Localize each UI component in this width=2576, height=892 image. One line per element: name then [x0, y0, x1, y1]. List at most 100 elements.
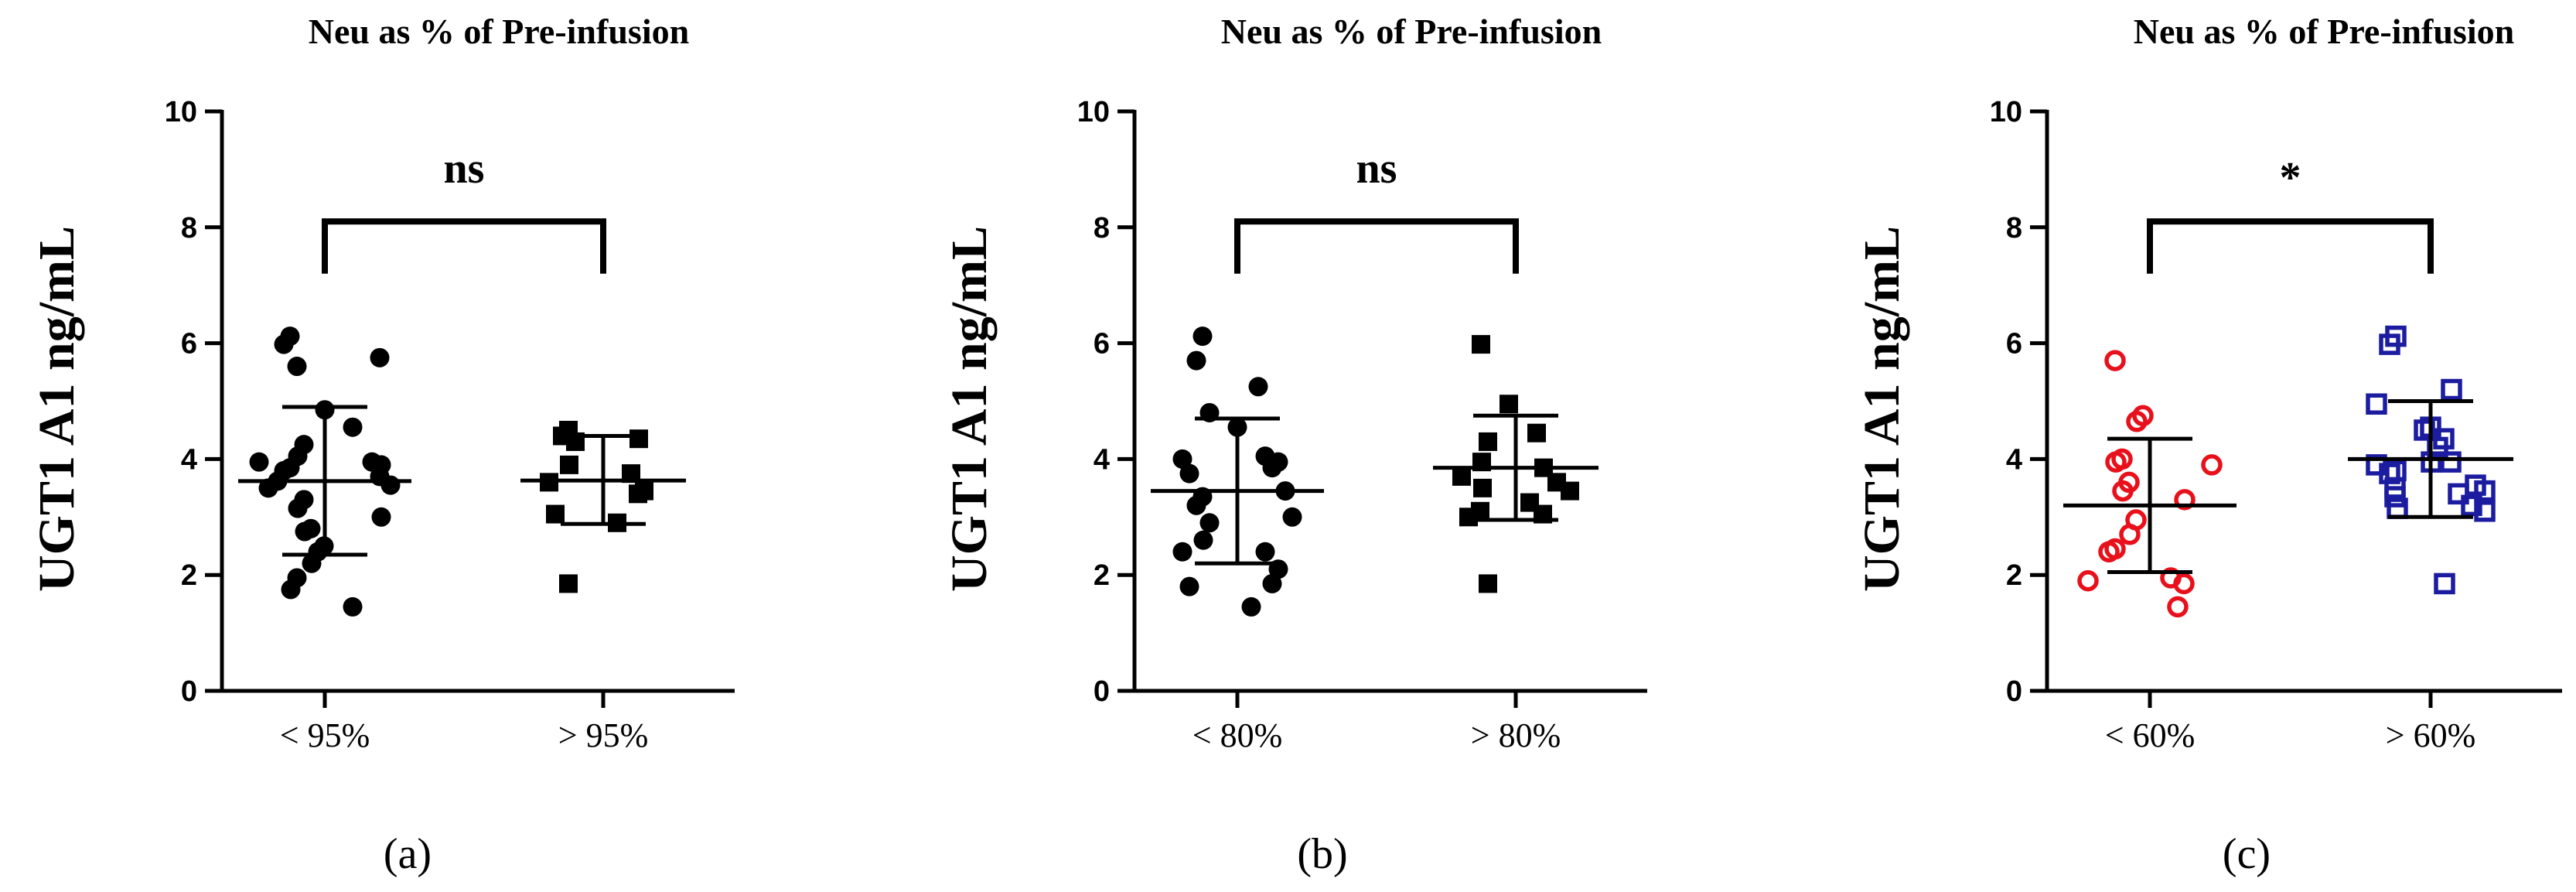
y-tick-label: 2: [2006, 559, 2022, 592]
data-point: [1172, 449, 1192, 469]
y-tick-label: 10: [1077, 96, 1110, 128]
significance-bracket: [322, 218, 606, 274]
y-axis-label: UGT1 A1 ng/mL: [941, 226, 998, 592]
data-point: [2112, 480, 2134, 502]
data-point: [2119, 524, 2141, 545]
data-point: [1262, 458, 1282, 478]
significance-label: *: [2280, 154, 2301, 202]
y-tick-label: 0: [2006, 675, 2022, 708]
data-point: [2474, 480, 2496, 502]
x-category-label: < 95%: [280, 716, 370, 754]
data-point: [2077, 569, 2099, 592]
data-point: [2461, 494, 2482, 517]
data-point: [1452, 467, 1471, 486]
data-point: [2098, 541, 2120, 562]
data-point: [2440, 451, 2462, 473]
data-point: [302, 553, 322, 573]
data-point: [559, 574, 578, 593]
data-point: [281, 579, 301, 600]
data-point: [2414, 419, 2435, 441]
panel-label: (c): [2223, 830, 2271, 878]
data-point: [1472, 335, 1490, 354]
y-tick-label: 4: [1094, 443, 1110, 476]
y-tick-label: 8: [2006, 212, 2022, 244]
data-point: [2474, 501, 2496, 522]
data-point: [1172, 542, 1192, 562]
chart-title: Neu as % of Pre-infusion: [309, 12, 689, 51]
data-point: [288, 498, 308, 518]
data-point: [2379, 333, 2400, 355]
x-category-label: > 80%: [1471, 716, 1561, 754]
significance-bracket: [1234, 218, 1519, 274]
data-point: [295, 521, 315, 542]
chart-panel-1: Neu as % of Pre-infusion UGT1 A1 ng/mL 0 2 4…: [29, 12, 735, 878]
y-tick-label: 0: [181, 675, 197, 708]
data-point: [2105, 451, 2127, 473]
data-point: [629, 484, 647, 504]
data-point: [1561, 481, 1579, 501]
significance-bracket: [2147, 218, 2434, 274]
y-tick-label: 4: [181, 443, 197, 476]
x-category-label: > 60%: [2386, 716, 2475, 754]
data-point: [1459, 508, 1478, 527]
data-point: [1179, 463, 1199, 484]
y-tick-label: 2: [1094, 559, 1110, 592]
x-category-label: > 95%: [558, 716, 648, 754]
y-tick-label: 6: [181, 328, 197, 361]
x-category-label: < 60%: [2105, 716, 2195, 754]
data-point: [2379, 463, 2400, 484]
data-point: [1248, 377, 1268, 397]
data-point: [1282, 507, 1302, 527]
data-point: [370, 347, 390, 367]
data-point: [1186, 495, 1206, 515]
y-tick-label: 10: [165, 96, 197, 128]
data-point: [629, 429, 648, 449]
data-point: [1479, 574, 1497, 593]
data-point: [2441, 378, 2462, 401]
chart-title: Neu as % of Pre-infusion: [1221, 12, 1602, 51]
y-tick-label: 0: [1094, 675, 1110, 708]
data-point: [371, 507, 391, 527]
data-point: [2173, 572, 2195, 595]
y-tick-label: 8: [1094, 212, 1110, 244]
data-point: [1500, 395, 1518, 414]
data-point: [249, 452, 269, 472]
data-point: [1199, 513, 1220, 533]
y-tick-label: 8: [181, 212, 197, 244]
y-tick-label: 6: [1094, 328, 1110, 361]
data-point: [1192, 326, 1213, 347]
data-point: [1479, 432, 1497, 451]
data-point: [343, 596, 363, 617]
data-point: [274, 334, 294, 354]
data-point: [2174, 489, 2196, 511]
data-point: [2434, 572, 2455, 595]
data-point: [1255, 542, 1275, 562]
y-axis-label: UGT1 A1 ng/mL: [29, 226, 85, 592]
y-tick-label: 2: [181, 559, 197, 592]
data-point: [1473, 478, 1492, 497]
data-point: [1527, 423, 1546, 443]
x-category-label: < 80%: [1192, 716, 1282, 754]
data-point: [1186, 350, 1206, 371]
data-point: [2366, 393, 2387, 415]
data-point: [287, 357, 307, 377]
data-point: [1241, 596, 1261, 617]
y-axis-label: UGT1 A1 ng/mL: [1854, 226, 1910, 592]
data-point: [343, 417, 363, 437]
data-point: [2384, 486, 2406, 508]
data-point: [258, 478, 278, 498]
y-tick-label: 4: [2006, 443, 2022, 476]
data-point: [546, 504, 565, 524]
data-point: [2104, 350, 2126, 371]
y-tick-label: 6: [2006, 328, 2022, 361]
data-point: [1179, 576, 1199, 596]
significance-label: ns: [444, 145, 485, 193]
panel-label: (a): [384, 830, 432, 878]
data-point: [380, 475, 401, 495]
chart-panel-2: Neu as % of Pre-infusion UGT1 A1 ng/mL 0 2 4…: [941, 12, 1647, 878]
data-point: [2448, 483, 2469, 505]
data-point: [2201, 454, 2223, 476]
significance-label: ns: [1356, 145, 1397, 193]
data-point: [2167, 596, 2189, 618]
